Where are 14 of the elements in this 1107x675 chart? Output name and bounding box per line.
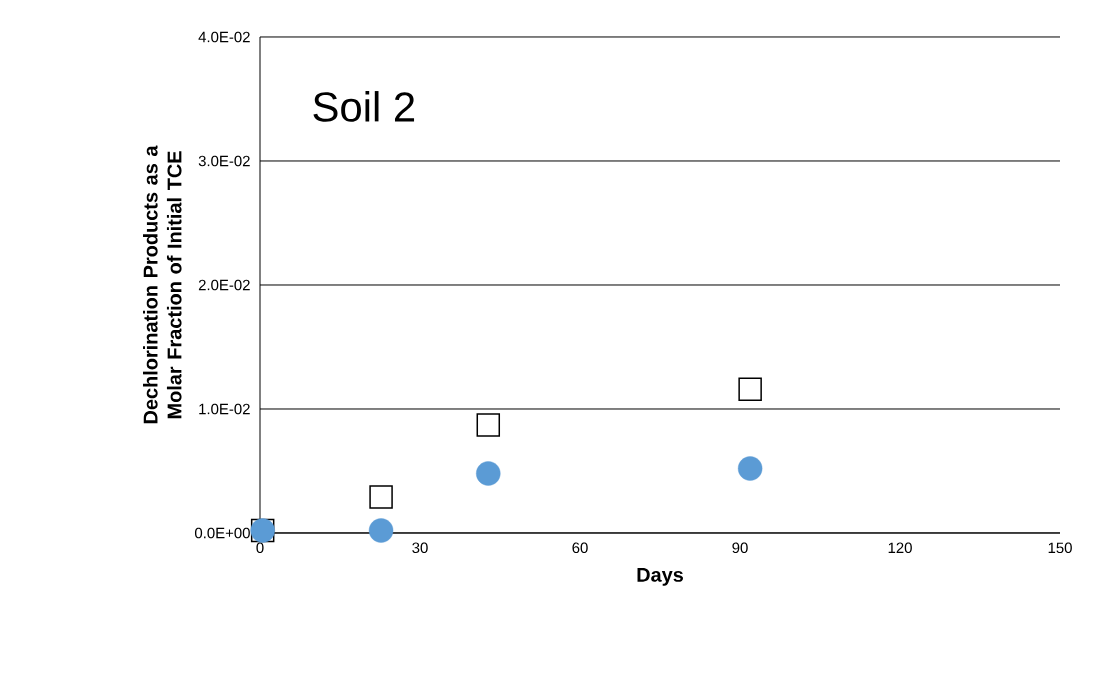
x-tick-label: 0: [256, 542, 264, 554]
y-tick-label: 1.0E-02: [199, 403, 250, 415]
y-tick-label: 2.0E-02: [198, 279, 250, 291]
y-tick-label: 0.0E+00: [194, 527, 250, 539]
y-tick-label: 4.0E-02: [198, 31, 250, 43]
annotation: Soil 2: [313, 91, 415, 122]
x-axis-title: Days: [637, 567, 683, 586]
x-tick-label: 150: [1048, 542, 1072, 554]
x-tick-label: 60: [572, 542, 588, 554]
y-tick-label: 3.0E-02: [198, 155, 250, 167]
y-axis-title: Dechlorination Products as a Molar Fraction of Initial TCE: [143, 145, 182, 424]
x-tick-label: 120: [888, 542, 912, 554]
x-tick-label: 90: [732, 542, 748, 554]
x-tick-label: 30: [412, 542, 428, 554]
